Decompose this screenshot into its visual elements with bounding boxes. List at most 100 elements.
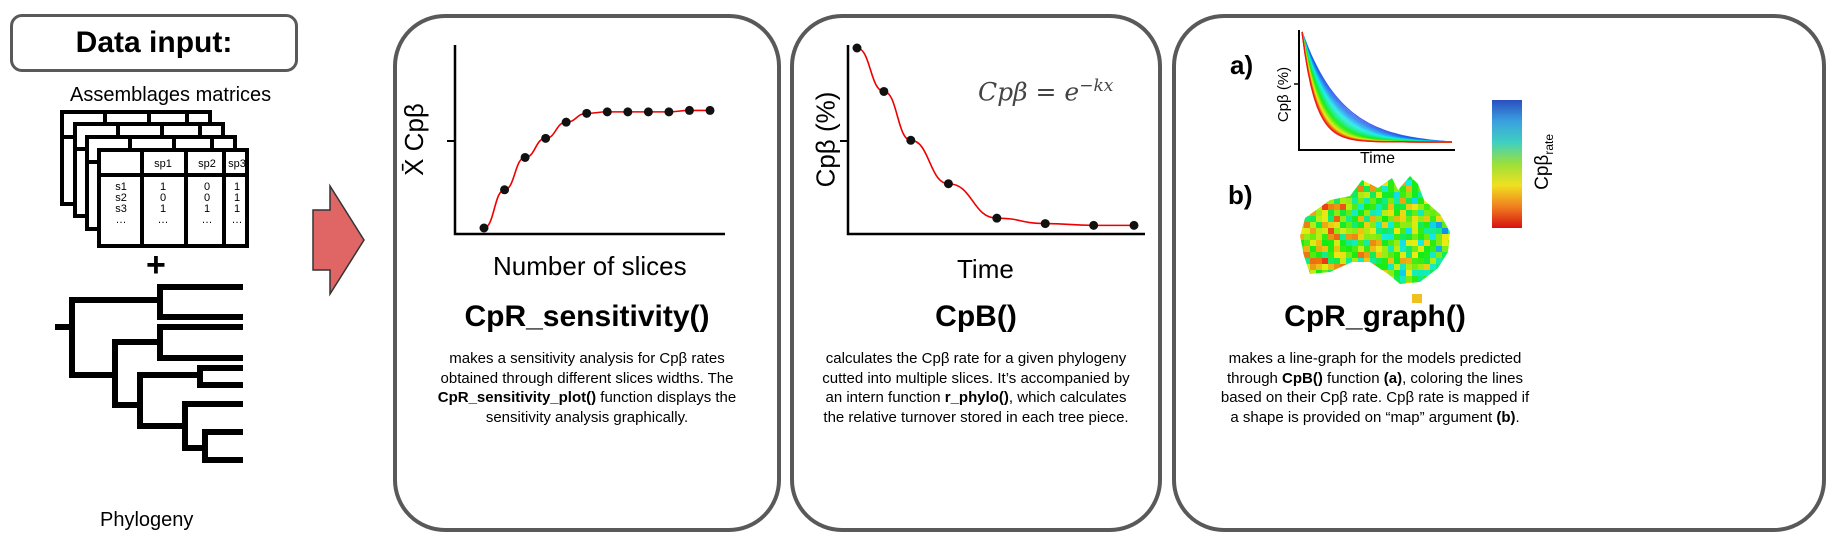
matrix-cell: s1 [115,181,127,193]
map-cell [1394,240,1400,246]
map-cell [1364,186,1370,192]
map-cell [1322,216,1328,222]
map-cell [1304,270,1310,276]
map-cell [1370,216,1376,222]
map-cell [1430,252,1436,258]
map-cell [1400,186,1406,192]
map-cell [1424,282,1430,284]
map-cell [1310,204,1316,210]
map-cell [1352,186,1358,192]
cpb-title: CpB() [935,300,1017,333]
map-cell [1304,234,1310,240]
map-cell [1364,252,1370,258]
map-cell [1418,180,1424,186]
map-cell [1418,264,1424,270]
map-cell [1412,176,1418,180]
map-cell [1448,252,1450,258]
map-cell [1418,234,1424,240]
map-cell [1352,228,1358,234]
description-line: a shape is provided on “map” argument (b… [1230,408,1520,426]
map-cell [1442,276,1448,282]
map-cell [1424,192,1430,198]
map-cell [1436,176,1442,180]
map-cell [1412,276,1418,282]
map-cell [1370,252,1376,258]
map-cell [1316,176,1322,180]
colorbar [1492,100,1522,228]
map-cell [1424,198,1430,204]
map-cell [1418,240,1424,246]
map-cell [1300,210,1304,216]
map-cell [1430,264,1436,270]
map-cell [1316,222,1322,228]
map-cell [1442,240,1448,246]
map-cell [1448,270,1450,276]
data-point [1089,220,1099,230]
map-cell [1340,276,1346,282]
map-cell [1406,264,1412,270]
map-cell [1394,186,1400,192]
map-cell [1400,252,1406,258]
map-cell [1370,276,1376,282]
map-cell [1424,252,1430,258]
map-cell [1394,246,1400,252]
map-cell [1328,270,1334,276]
map-cell [1418,252,1424,258]
map-cell [1358,204,1364,210]
map-cell [1316,228,1322,234]
map-cell [1442,234,1448,240]
map-cell [1436,258,1442,264]
map-cell [1358,180,1364,186]
map-cell [1300,240,1304,246]
map-cell [1370,204,1376,210]
map-cell [1316,186,1322,192]
map-cell [1370,210,1376,216]
map-cell [1448,228,1450,234]
map-cell [1300,276,1304,282]
map-cell [1310,180,1316,186]
map-cell [1316,210,1322,216]
map-cell [1300,234,1304,240]
map-cell [1442,204,1448,210]
map-cell [1418,246,1424,252]
map-cell [1340,210,1346,216]
map-cell [1328,186,1334,192]
map-cell [1424,264,1430,270]
map-cell [1328,234,1334,240]
map-cell [1376,270,1382,276]
map-cell [1334,264,1340,270]
map-cell [1346,216,1352,222]
map-cell [1310,228,1316,234]
plus-sign: + [146,246,166,284]
map-cell [1436,234,1442,240]
map-cell [1370,246,1376,252]
map-cell [1364,192,1370,198]
map-cell [1334,252,1340,258]
map-cell [1316,282,1322,284]
map-cell [1376,282,1382,284]
map-cell [1448,222,1450,228]
data-point [582,108,592,118]
map-cell [1424,276,1430,282]
phylogeny-tree [55,284,243,463]
data-point [623,107,633,117]
description-line: the relative turnover stored in each tre… [823,408,1129,426]
map-cell [1376,276,1382,282]
data-point [879,86,889,96]
map-cell [1424,222,1430,228]
map-cell [1424,176,1430,180]
data-point [705,105,715,115]
map-cell [1364,180,1370,186]
map-cell [1442,258,1448,264]
phylogeny-label: Phylogeny [100,509,194,531]
map-cell [1430,282,1436,284]
map-cell [1346,234,1352,240]
map-cell [1430,204,1436,210]
map-cell [1310,282,1316,284]
map-cell [1358,198,1364,204]
matrix-cell: 1 [159,181,167,193]
map-cell [1430,270,1436,276]
map-cell [1328,240,1334,246]
map-cell [1340,282,1346,284]
map-cell [1394,282,1400,284]
